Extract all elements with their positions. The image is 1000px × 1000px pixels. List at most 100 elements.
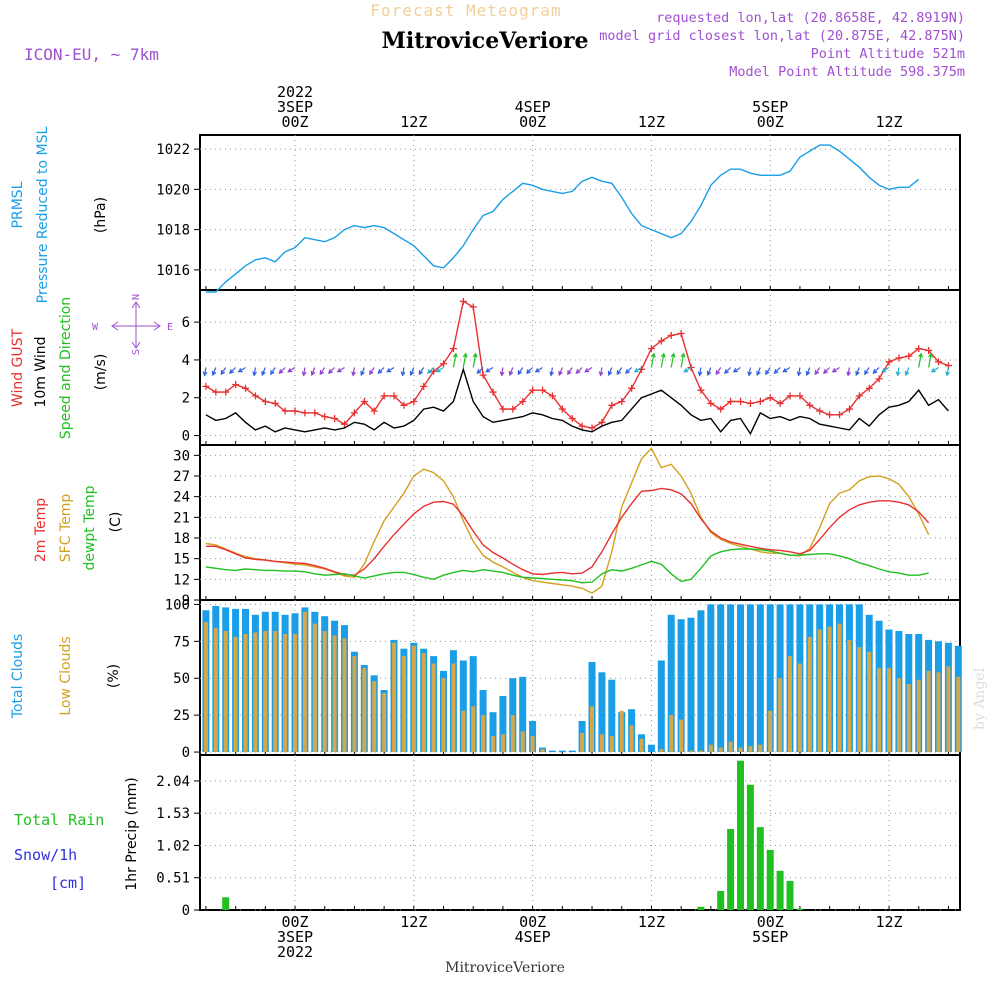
gust-marker: [628, 384, 636, 392]
total-cloud-bar: [499, 696, 507, 753]
wind-direction-arrow: [485, 366, 494, 373]
low-cloud-bar: [411, 645, 416, 753]
time-label-top: 12Z: [638, 113, 665, 131]
gust-marker: [687, 364, 695, 371]
y-tick-label: 25: [173, 708, 190, 724]
pressure-line: [205, 144, 920, 293]
wind-direction-arrow: [881, 366, 890, 373]
gust-marker: [895, 354, 903, 362]
wind-direction-arrow: [360, 367, 365, 377]
time-label-top: 2022: [277, 83, 313, 101]
wind-direction-arrow: [930, 366, 939, 373]
wind-direction-arrow: [400, 367, 406, 377]
low-cloud-bar: [669, 715, 674, 752]
gust-marker: [449, 345, 457, 353]
time-label-bottom: 2022: [277, 943, 313, 961]
gust-marker: [529, 386, 537, 394]
snow-label: Snow/1h: [14, 846, 77, 864]
gust-marker: [331, 415, 339, 423]
time-label-top: 12Z: [400, 113, 427, 131]
time-label-bottom: 00Z: [757, 913, 784, 931]
time-label-top: 00Z: [281, 113, 308, 131]
gust-marker: [836, 411, 844, 419]
wind-direction-arrow: [805, 367, 811, 377]
gust-marker: [430, 367, 438, 375]
low-cloud-bar: [609, 735, 614, 752]
wind-direction-arrow: [773, 367, 781, 374]
wind-direction-arrow: [508, 367, 514, 377]
compass-w: W: [92, 322, 99, 333]
low-cloud-bar: [491, 735, 495, 752]
low-cloud-bar: [421, 653, 426, 752]
wind-direction-arrow: [697, 367, 703, 377]
gust-marker: [588, 424, 596, 432]
wind-direction-arrow: [211, 367, 217, 377]
compass-n: N: [131, 294, 142, 300]
wind-direction-arrow: [756, 367, 761, 377]
wind-direction-arrow: [670, 352, 676, 368]
low-cloud-bar: [332, 635, 337, 752]
time-label-bottom: 00Z: [281, 913, 308, 931]
model-label: ICON-EU, ~ 7km: [24, 45, 159, 64]
y-tick-label: 0: [182, 745, 190, 761]
y-tick-label: 50: [173, 671, 190, 687]
low-cloud-bar: [342, 638, 347, 753]
gust-marker: [410, 398, 418, 406]
low-cloud-bar: [689, 750, 693, 753]
low-cloud-bar: [530, 735, 535, 752]
low-cloud-bar: [718, 747, 723, 752]
gust-marker: [420, 382, 428, 390]
low-cloud-bar: [807, 636, 812, 752]
low-cloud-bar: [926, 670, 931, 753]
gust-marker: [885, 358, 893, 366]
low-cloud-bar: [461, 710, 466, 752]
wind-direction-arrow: [252, 367, 257, 377]
gust-marker: [242, 384, 250, 392]
time-label-bottom: 00Z: [519, 913, 546, 931]
pressure-label-2: Pressure Reduced to MSL: [35, 126, 51, 303]
panel-frame: [199, 444, 961, 601]
wind-direction-arrow: [575, 367, 583, 374]
gust-marker: [568, 415, 576, 423]
low-cloud-bar: [312, 623, 317, 752]
low-cloud-bar: [788, 656, 792, 753]
rain-bar: [776, 870, 784, 910]
temp-unit: (C): [108, 512, 124, 533]
total-cloud-bar: [657, 660, 665, 752]
total-cloud-bar: [469, 656, 477, 753]
low-cloud-bar: [223, 631, 228, 752]
sfc-temp-line: [205, 447, 930, 594]
gust-marker: [261, 398, 269, 406]
low-cloud-bar: [857, 647, 862, 752]
precip-axis-label: 1hr Precip (mm): [124, 777, 140, 890]
y-tick-label: 6: [182, 315, 190, 331]
compass-s: S: [131, 349, 142, 355]
wind-direction-arrow: [680, 352, 686, 368]
panel-temperature: 9 12 15 18 21 24 27 30: [173, 444, 961, 609]
low-cloud-bar: [639, 738, 644, 753]
total-cloud-bar: [717, 604, 725, 752]
watermark: by Angel: [972, 667, 988, 730]
low-cloud-bar: [738, 747, 743, 752]
low-cloud-bar: [520, 731, 525, 753]
y-tick-label: 18: [173, 531, 190, 547]
gust-marker: [291, 407, 299, 415]
rain-bar: [766, 849, 774, 910]
y-tick-label: 24: [173, 490, 190, 506]
y-tick-label: 0.51: [156, 871, 190, 887]
low-cloud-bar: [906, 684, 911, 752]
time-label-bottom: 5SEP: [752, 928, 788, 946]
gust-marker: [390, 392, 398, 400]
y-tick-label: 4: [182, 353, 190, 369]
gust-marker: [281, 407, 289, 415]
wind-direction-arrow: [301, 367, 307, 377]
gust-marker: [935, 358, 943, 366]
wind-direction-arrow: [918, 352, 924, 368]
low-cloud-bar: [273, 631, 278, 752]
low-cloud-bar: [896, 678, 901, 752]
total-cloud-bar: [746, 604, 754, 752]
gust-label: Wind GUST: [10, 328, 26, 407]
wind-direction-arrow: [310, 367, 316, 377]
low-cloud-bar: [797, 663, 802, 753]
